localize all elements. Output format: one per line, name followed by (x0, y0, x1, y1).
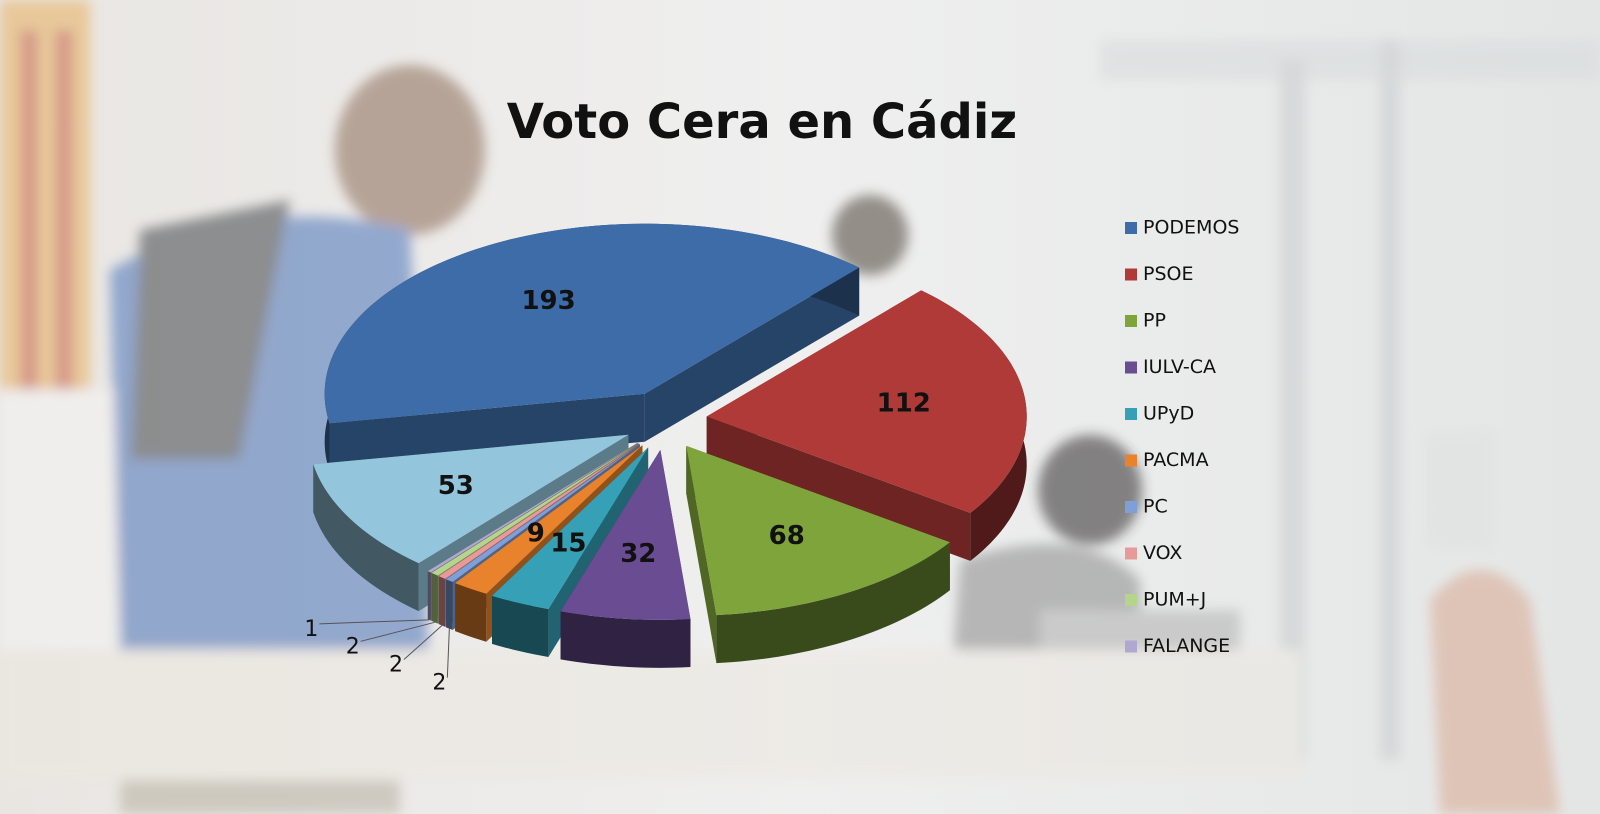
slice-wall (716, 542, 950, 664)
data-label: 2 (389, 653, 403, 678)
legend-label: VOX (1143, 542, 1182, 564)
data-label: 2 (346, 634, 360, 659)
data-label: 2 (432, 671, 446, 696)
legend-swatch (1125, 222, 1137, 234)
legend-label: PC (1143, 496, 1168, 518)
slice-side (329, 393, 645, 472)
slice-wall (313, 464, 419, 612)
slice-side (686, 445, 717, 664)
legend-swatch (1125, 594, 1137, 606)
pie-slice (438, 443, 640, 579)
slice-side (706, 416, 971, 561)
data-label: 68 (769, 521, 805, 551)
data-label: 32 (620, 539, 656, 569)
legend-swatch (1125, 315, 1137, 327)
pie-slice (706, 290, 1027, 513)
slice-wall (446, 579, 453, 630)
slice-wall (431, 572, 438, 624)
slice-side (455, 445, 643, 632)
legend-swatch (1125, 361, 1137, 374)
data-label: 15 (550, 528, 586, 558)
pie-slice (455, 445, 643, 594)
data-label: 1 (304, 617, 318, 642)
slice-side (644, 267, 860, 442)
pie-slice (313, 434, 629, 564)
legend-swatch (1125, 501, 1137, 513)
data-label: 193 (521, 286, 575, 316)
chart-title: Voto Cera en Cádiz (507, 94, 1018, 150)
legend-label: PUM+J (1143, 589, 1206, 611)
leader-line (319, 619, 430, 625)
legend-label: UPyD (1143, 403, 1194, 425)
pie-slice (686, 445, 950, 616)
slice-wall (438, 576, 446, 627)
leader-line (446, 628, 450, 678)
slice-wall (492, 595, 549, 658)
legend-label: PSOE (1143, 263, 1193, 285)
data-label: 53 (438, 471, 474, 501)
legend-label: PODEMOS (1143, 217, 1239, 239)
pie: 193 112 68 32 159 2 2 2 1 53 (304, 223, 1027, 696)
data-label: 112 (877, 389, 931, 419)
legend-swatch (1125, 547, 1137, 560)
slice-wall (455, 583, 487, 642)
legend-label: FALANGE (1143, 635, 1230, 657)
legend: PODEMOS PSOE PP IULV-CA UPyD PACMA PC VOX PUM+J F… (1125, 217, 1239, 657)
pie-slice (492, 447, 649, 610)
legend-label: PACMA (1143, 449, 1209, 471)
legend-label: PP (1143, 310, 1166, 332)
pie-slice (446, 444, 640, 582)
slice-wall (560, 611, 691, 668)
leader-line (360, 621, 435, 642)
pie-slice (427, 442, 638, 573)
pie-slice (431, 443, 639, 576)
data-label: 9 (527, 519, 545, 549)
legend-swatch (1125, 454, 1137, 467)
legend-swatch (1125, 268, 1137, 281)
leader-line (403, 625, 443, 660)
legend-swatch (1125, 408, 1137, 420)
pie-slice (560, 449, 691, 620)
legend-label: IULV-CA (1143, 356, 1216, 378)
legend-swatch (1125, 640, 1137, 653)
slice-wall (427, 571, 431, 621)
pie-slice (324, 223, 860, 424)
